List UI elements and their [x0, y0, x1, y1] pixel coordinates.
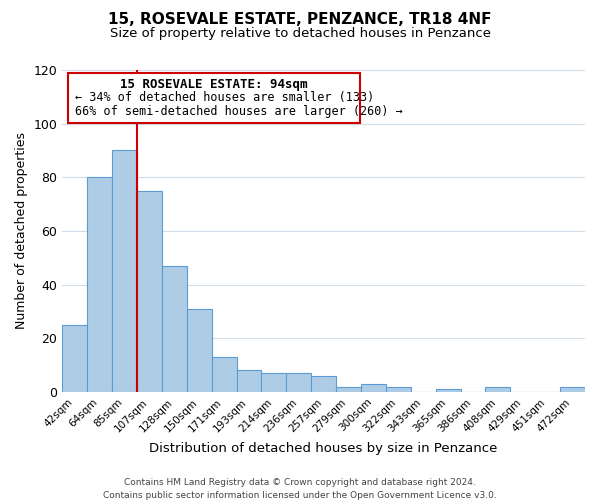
Bar	[485, 386, 511, 392]
X-axis label: Distribution of detached houses by size in Penzance: Distribution of detached houses by size …	[149, 442, 498, 455]
Bar	[262, 373, 286, 392]
Bar	[311, 376, 336, 392]
Bar	[87, 178, 112, 392]
Bar	[560, 386, 585, 392]
Bar	[336, 386, 361, 392]
Bar	[236, 370, 262, 392]
Bar	[361, 384, 386, 392]
Bar	[162, 266, 187, 392]
Text: 66% of semi-detached houses are larger (260) →: 66% of semi-detached houses are larger (…	[76, 106, 403, 118]
Text: Contains public sector information licensed under the Open Government Licence v3: Contains public sector information licen…	[103, 490, 497, 500]
Text: Size of property relative to detached houses in Penzance: Size of property relative to detached ho…	[110, 28, 491, 40]
Text: 15 ROSEVALE ESTATE: 94sqm: 15 ROSEVALE ESTATE: 94sqm	[120, 78, 308, 91]
Bar	[62, 325, 87, 392]
Bar	[386, 386, 411, 392]
Bar	[137, 190, 162, 392]
Bar	[112, 150, 137, 392]
Y-axis label: Number of detached properties: Number of detached properties	[15, 132, 28, 330]
Text: Contains HM Land Registry data © Crown copyright and database right 2024.: Contains HM Land Registry data © Crown c…	[124, 478, 476, 487]
Bar	[436, 390, 461, 392]
Bar	[187, 309, 212, 392]
Bar	[286, 373, 311, 392]
FancyBboxPatch shape	[68, 73, 360, 123]
Text: 15, ROSEVALE ESTATE, PENZANCE, TR18 4NF: 15, ROSEVALE ESTATE, PENZANCE, TR18 4NF	[108, 12, 492, 28]
Bar	[212, 357, 236, 392]
Text: ← 34% of detached houses are smaller (133): ← 34% of detached houses are smaller (13…	[76, 90, 374, 104]
